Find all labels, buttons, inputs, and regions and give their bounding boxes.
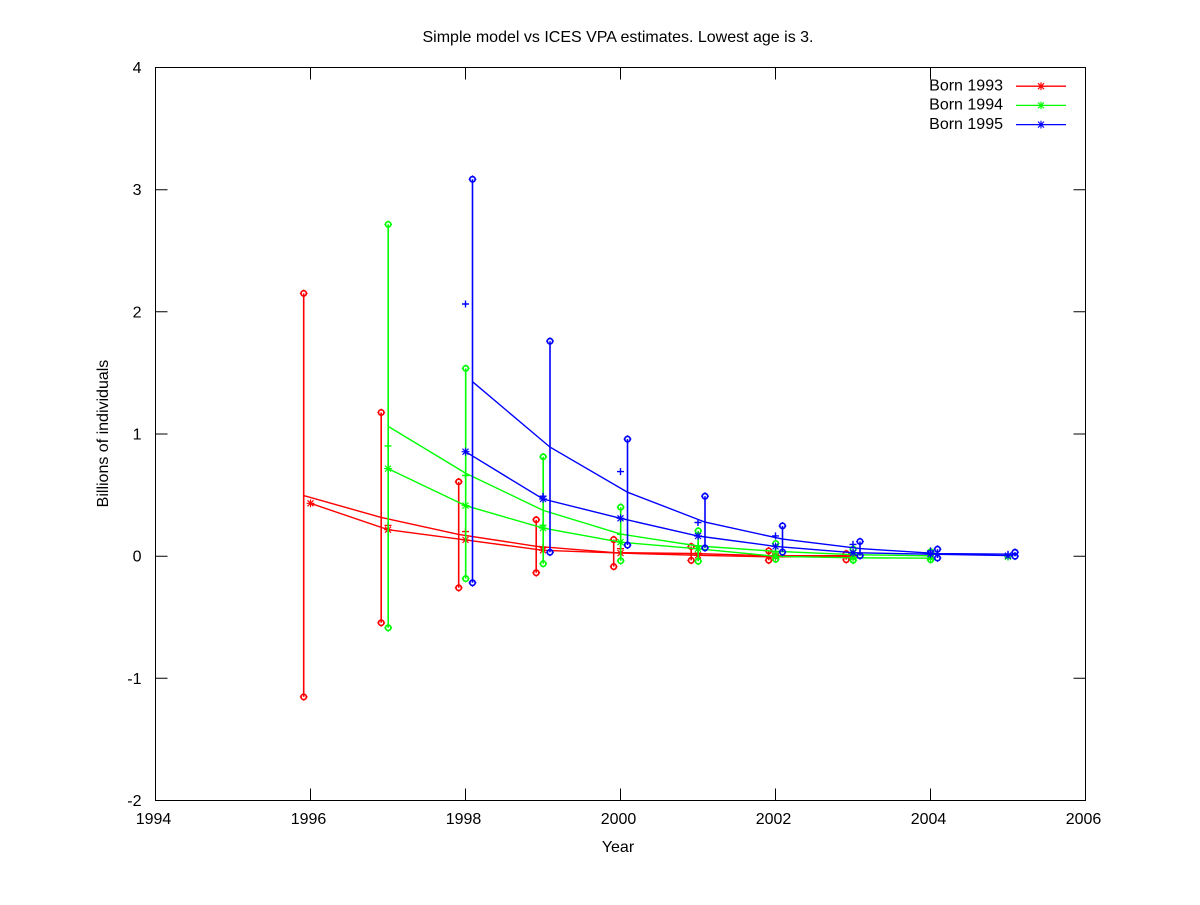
svg-text:2: 2 [133,304,142,321]
svg-text:-1: -1 [127,671,141,688]
svg-text:1996: 1996 [291,811,327,828]
svg-text:2000: 2000 [601,811,637,828]
svg-text:1998: 1998 [446,811,482,828]
svg-text:1: 1 [133,427,142,444]
svg-text:3: 3 [133,182,142,199]
svg-text:4: 4 [133,60,142,77]
svg-text:Billions of individuals: Billions of individuals [95,360,112,508]
svg-text:0: 0 [133,549,142,566]
svg-text:2002: 2002 [756,811,792,828]
svg-text:1994: 1994 [136,811,172,828]
svg-text:-2: -2 [127,793,141,810]
svg-text:Simple model vs ICES VPA estim: Simple model vs ICES VPA estimates. Lowe… [423,29,814,46]
svg-text:2006: 2006 [1066,811,1102,828]
svg-text:Born 1994: Born 1994 [929,97,1003,114]
svg-text:Born 1995: Born 1995 [929,116,1003,133]
svg-text:Year: Year [602,839,635,856]
svg-text:2004: 2004 [911,811,947,828]
svg-text:Born 1993: Born 1993 [929,78,1003,95]
